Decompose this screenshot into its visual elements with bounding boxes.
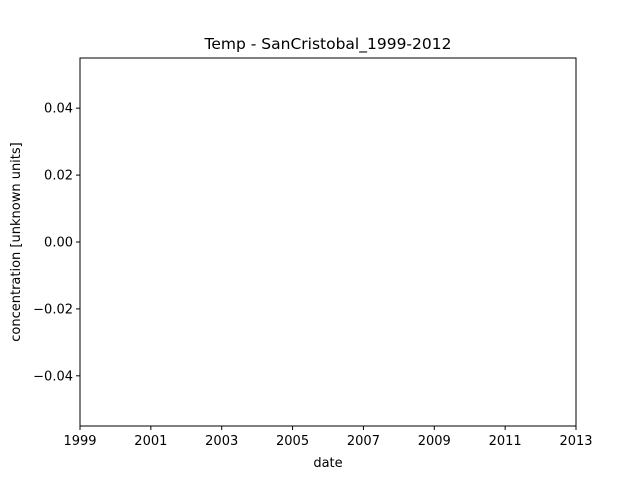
x-tick-label: 2007	[347, 434, 380, 449]
y-axis-label: concentration [unknown units]	[9, 142, 24, 341]
x-tick-label: 2013	[559, 434, 592, 449]
x-axis-ticks: 1999 2001 2003 2005 2007 2009 2011 2013	[63, 426, 593, 449]
x-tick-label: 2011	[489, 434, 522, 449]
chart-title: Temp - SanCristobal_1999-2012	[204, 35, 452, 54]
x-tick-label: 2001	[134, 434, 167, 449]
y-axis-ticks: 0.04 0.02 0.00 −0.02 −0.04	[33, 102, 80, 384]
x-tick-label: 2003	[205, 434, 238, 449]
y-tick-label: 0.02	[44, 169, 73, 184]
y-tick-label: 0.04	[44, 102, 73, 117]
plot-area-frame	[79, 57, 577, 427]
y-tick-label: 0.00	[44, 236, 73, 251]
y-tick-label: −0.02	[33, 302, 73, 317]
x-tick-label: 1999	[63, 434, 96, 449]
x-tick-label: 2009	[418, 434, 451, 449]
x-axis-label: date	[313, 456, 342, 471]
x-tick-label: 2005	[276, 434, 309, 449]
y-tick-label: −0.04	[33, 369, 73, 384]
